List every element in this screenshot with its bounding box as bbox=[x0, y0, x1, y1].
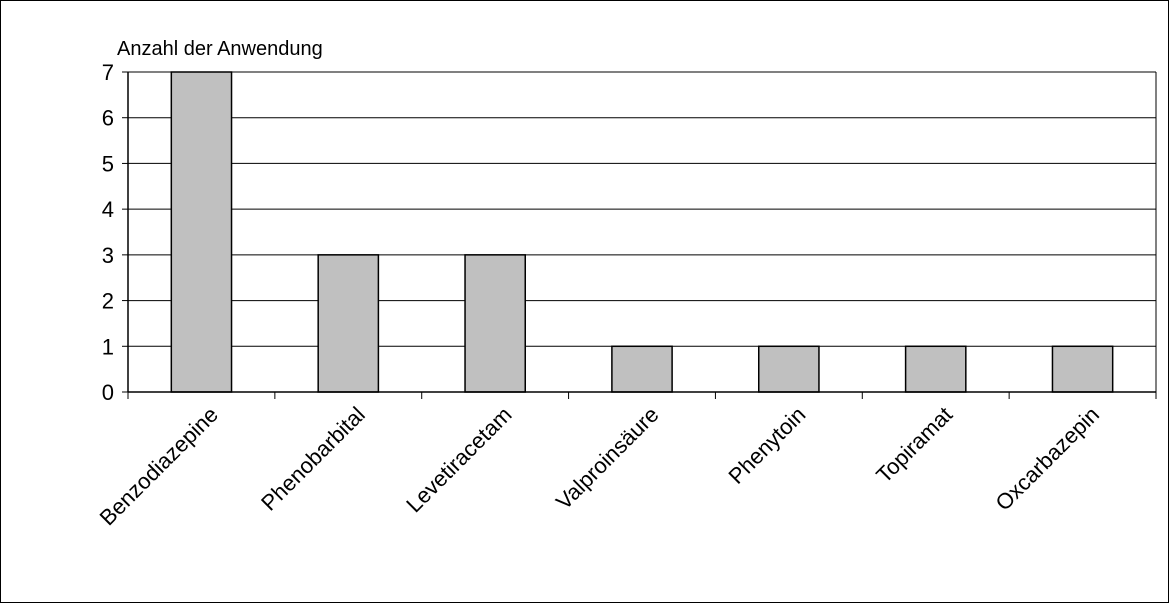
x-tick-label: Oxcarbazepin bbox=[990, 402, 1104, 516]
y-ticks: 0 1 2 3 4 5 6 7 bbox=[102, 60, 128, 405]
y-tick-label: 5 bbox=[102, 151, 114, 176]
x-tick-label: Levetiracetam bbox=[401, 402, 516, 517]
bar bbox=[464, 254, 526, 393]
bar bbox=[758, 345, 820, 393]
y-tick-label: 0 bbox=[102, 380, 114, 405]
y-tick-label: 2 bbox=[102, 289, 114, 314]
y-tick-label: 3 bbox=[102, 243, 114, 268]
x-tick-label: Benzodiazepine bbox=[95, 402, 223, 530]
x-tick-label: Topiramat bbox=[871, 402, 957, 488]
y-tick-label: 1 bbox=[102, 334, 114, 359]
x-tick-label: Valproinsäure bbox=[551, 402, 664, 515]
gridlines bbox=[128, 71, 1156, 347]
bar bbox=[611, 345, 673, 393]
y-axis-label: Anzahl der Anwendung bbox=[117, 38, 323, 60]
y-tick-label: 7 bbox=[102, 60, 114, 85]
x-tick-label: Phenytoin bbox=[724, 402, 811, 489]
bars bbox=[170, 71, 1114, 393]
x-ticks: Benzodiazepine Phenobarbital Levetiracetam… bbox=[95, 392, 1157, 530]
axes bbox=[127, 72, 1157, 393]
bar bbox=[1051, 345, 1114, 393]
x-tick-label: Phenobarbital bbox=[256, 402, 370, 516]
bar bbox=[170, 71, 233, 393]
y-tick-label: 4 bbox=[102, 197, 114, 222]
bar bbox=[317, 254, 380, 393]
bar bbox=[904, 345, 967, 393]
y-tick-label: 6 bbox=[102, 106, 114, 131]
